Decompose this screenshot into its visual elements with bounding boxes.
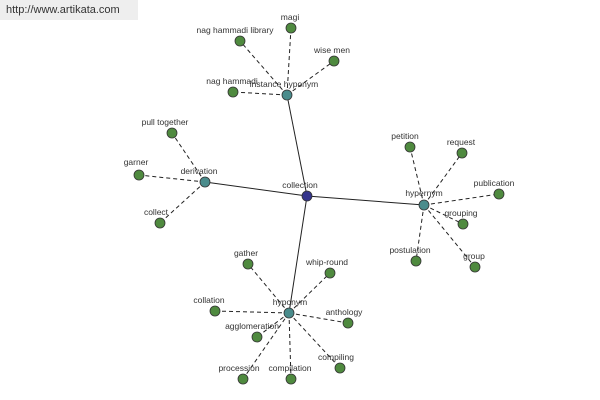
word-label: gather bbox=[234, 248, 258, 258]
word-edge bbox=[288, 272, 331, 314]
word-edge bbox=[286, 60, 335, 96]
word-label: compilation bbox=[269, 363, 312, 373]
relation-edge bbox=[286, 94, 308, 197]
word-edge bbox=[214, 310, 290, 314]
word-node bbox=[234, 35, 246, 47]
relation-node bbox=[281, 89, 293, 101]
word-node bbox=[154, 217, 166, 229]
word-label: nag hammadi library bbox=[196, 25, 274, 35]
word-node bbox=[133, 169, 145, 181]
word-node bbox=[242, 258, 254, 270]
word-edge bbox=[423, 204, 464, 225]
word-label: whip-round bbox=[305, 257, 348, 267]
word-label: collation bbox=[193, 295, 224, 305]
relation-edge bbox=[288, 195, 308, 314]
word-label: pull together bbox=[142, 117, 189, 127]
word-node bbox=[493, 188, 505, 200]
relation-node bbox=[199, 176, 211, 188]
word-node bbox=[342, 317, 354, 329]
word-edge bbox=[159, 181, 206, 224]
word-edge bbox=[288, 312, 341, 369]
word-node bbox=[456, 147, 468, 159]
relation-label: derivation bbox=[181, 166, 218, 176]
word-node bbox=[404, 141, 416, 153]
watermark: http://www.artikata.com bbox=[0, 0, 138, 20]
word-label: postulation bbox=[389, 245, 430, 255]
center-label: collection bbox=[282, 180, 318, 190]
word-label: agglomeration bbox=[225, 321, 279, 331]
relation-label: hypernym bbox=[405, 188, 442, 198]
center-node bbox=[301, 190, 313, 202]
word-node bbox=[469, 261, 481, 273]
word-label: garner bbox=[124, 157, 149, 167]
relation-label: hyponym bbox=[273, 297, 308, 307]
word-edge bbox=[415, 204, 425, 262]
word-node bbox=[285, 22, 297, 34]
word-edge bbox=[288, 312, 349, 324]
word-label: compiling bbox=[318, 352, 354, 362]
word-node bbox=[209, 305, 221, 317]
relation-node bbox=[418, 199, 430, 211]
word-edge bbox=[423, 204, 476, 268]
word-node bbox=[334, 362, 346, 374]
word-label: nag hammadi bbox=[206, 76, 258, 86]
word-label: wise men bbox=[313, 45, 350, 55]
word-node bbox=[166, 127, 178, 139]
word-edge bbox=[409, 146, 425, 206]
word-node bbox=[285, 373, 297, 385]
word-node bbox=[410, 255, 422, 267]
word-label: magi bbox=[281, 12, 300, 22]
word-label: collect bbox=[144, 207, 169, 217]
word-node bbox=[328, 55, 340, 67]
word-edge bbox=[239, 40, 288, 96]
word-node bbox=[251, 331, 263, 343]
word-label: publication bbox=[474, 178, 515, 188]
word-edge bbox=[423, 152, 463, 206]
relation-node bbox=[283, 307, 295, 319]
word-label: group bbox=[463, 251, 485, 261]
word-label: anthology bbox=[326, 307, 364, 317]
word-label: request bbox=[447, 137, 476, 147]
word-node bbox=[457, 218, 469, 230]
word-label: procession bbox=[218, 363, 259, 373]
word-label: petition bbox=[391, 131, 419, 141]
word-edge bbox=[171, 132, 206, 183]
word-edge bbox=[423, 193, 500, 206]
word-label: grouping bbox=[444, 208, 477, 218]
word-node bbox=[324, 267, 336, 279]
word-node bbox=[227, 86, 239, 98]
word-edge bbox=[138, 174, 206, 183]
word-edge bbox=[232, 91, 288, 96]
word-node bbox=[237, 373, 249, 385]
relation-edge bbox=[306, 195, 425, 206]
word-edge bbox=[247, 263, 290, 314]
relation-edge bbox=[204, 181, 308, 197]
relation-label: instance hyponym bbox=[250, 79, 319, 89]
